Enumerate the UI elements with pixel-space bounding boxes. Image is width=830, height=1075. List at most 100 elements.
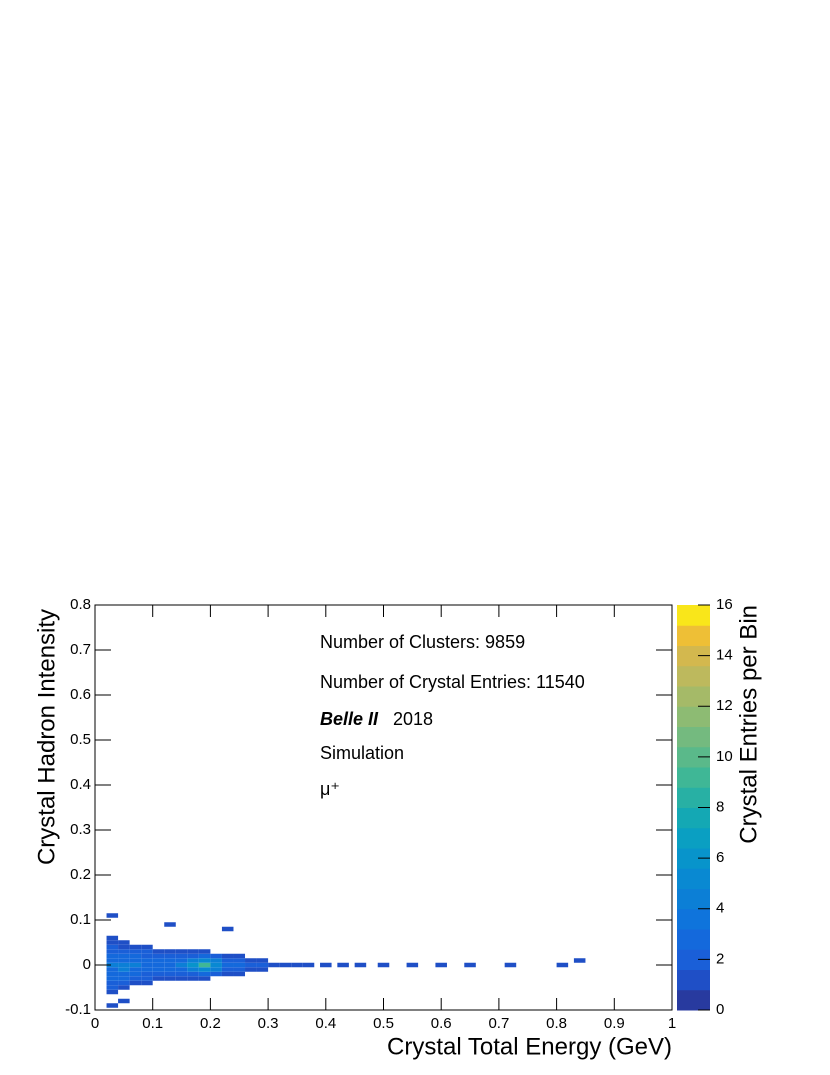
cell <box>152 958 165 963</box>
colorbar-tick-label: 4 <box>716 900 724 917</box>
cell <box>152 953 165 959</box>
cell <box>175 953 188 959</box>
colorbar-tick-label: 8 <box>716 798 724 815</box>
x-tick-label: 0.1 <box>142 1015 163 1032</box>
cell <box>210 967 222 972</box>
y-tick-label: 0.7 <box>70 641 91 658</box>
y-tick-label: 0.5 <box>70 731 91 748</box>
cell <box>152 962 165 968</box>
cell <box>175 958 188 963</box>
cell <box>118 953 130 959</box>
y-tick-label: 0.2 <box>70 866 91 883</box>
x-tick-label: 0.4 <box>315 1015 336 1032</box>
cell <box>221 971 234 977</box>
cell <box>164 922 176 927</box>
cell <box>106 953 119 959</box>
cell <box>118 949 130 954</box>
cell <box>106 967 119 972</box>
cell <box>106 989 119 995</box>
colorbar-band <box>677 949 710 970</box>
cell <box>152 949 165 954</box>
y-axis-title: Crystal Hadron Intensity <box>33 609 60 865</box>
colorbar-band <box>677 969 710 991</box>
x-tick-label: 0.5 <box>373 1015 394 1032</box>
cell <box>106 962 119 968</box>
cell <box>187 967 199 972</box>
cell <box>435 962 447 968</box>
cell <box>118 944 130 950</box>
cell <box>198 958 211 963</box>
cell <box>233 971 246 977</box>
x-tick-label: 0.2 <box>200 1015 221 1032</box>
cell <box>221 953 234 959</box>
cell <box>164 967 176 972</box>
cell <box>106 940 119 945</box>
cell <box>129 962 142 968</box>
colorbar-band <box>677 787 710 808</box>
cell <box>106 985 119 990</box>
cell <box>245 962 257 968</box>
cell <box>320 962 332 968</box>
cell <box>210 958 222 963</box>
colorbar-band <box>677 989 710 1011</box>
cell <box>198 962 211 968</box>
colorbar-band <box>677 605 710 626</box>
x-tick-label: 0.6 <box>431 1015 452 1032</box>
colorbar-band <box>677 888 710 910</box>
cell <box>118 980 130 986</box>
y-tick-label: -0.1 <box>65 1001 91 1018</box>
cell <box>245 958 257 963</box>
colorbar-band <box>677 645 710 667</box>
cell <box>464 962 476 968</box>
cell <box>106 958 119 963</box>
cell <box>175 949 188 954</box>
colorbar-tick-label: 0 <box>716 1001 724 1018</box>
y-tick-label: 0.3 <box>70 821 91 838</box>
cell <box>118 971 130 977</box>
cell <box>141 944 153 950</box>
colorbar-band <box>677 625 710 646</box>
colorbar-band <box>677 848 710 869</box>
x-tick-label: 0 <box>91 1015 99 1032</box>
cell <box>210 962 222 968</box>
cell <box>141 971 153 977</box>
cell <box>106 971 119 977</box>
cell <box>175 976 188 981</box>
colorbar-band <box>677 827 710 849</box>
x-tick-label: 0.9 <box>604 1015 625 1032</box>
cell <box>573 958 586 963</box>
cell <box>141 967 153 972</box>
cell <box>106 1003 119 1008</box>
x-tick-label: 0.3 <box>258 1015 279 1032</box>
cell <box>106 913 119 918</box>
cell <box>141 962 153 968</box>
cell <box>118 985 130 990</box>
cell <box>268 962 280 968</box>
cell <box>106 980 119 986</box>
cell <box>152 976 165 981</box>
cell <box>406 962 419 968</box>
cell <box>129 980 142 986</box>
cell <box>377 962 390 968</box>
colorbar-tick-label: 16 <box>716 596 733 613</box>
colorbar-tick-label: 10 <box>716 748 733 765</box>
colorbar-band <box>677 706 710 727</box>
cell <box>198 967 211 972</box>
cell <box>210 971 222 977</box>
cell <box>187 976 199 981</box>
colorbar-band <box>677 929 710 950</box>
cell <box>221 962 234 968</box>
cell <box>164 962 176 968</box>
cell <box>106 949 119 954</box>
cell <box>175 971 188 977</box>
colorbar-band <box>677 665 710 687</box>
cell <box>141 980 153 986</box>
annotation: Simulation <box>320 743 404 763</box>
annotation: Number of Clusters: 9859 <box>320 632 525 652</box>
cell <box>256 967 269 972</box>
cell <box>221 958 234 963</box>
cell <box>106 935 119 941</box>
cell <box>129 976 142 981</box>
cell <box>256 958 269 963</box>
cell <box>256 962 269 968</box>
